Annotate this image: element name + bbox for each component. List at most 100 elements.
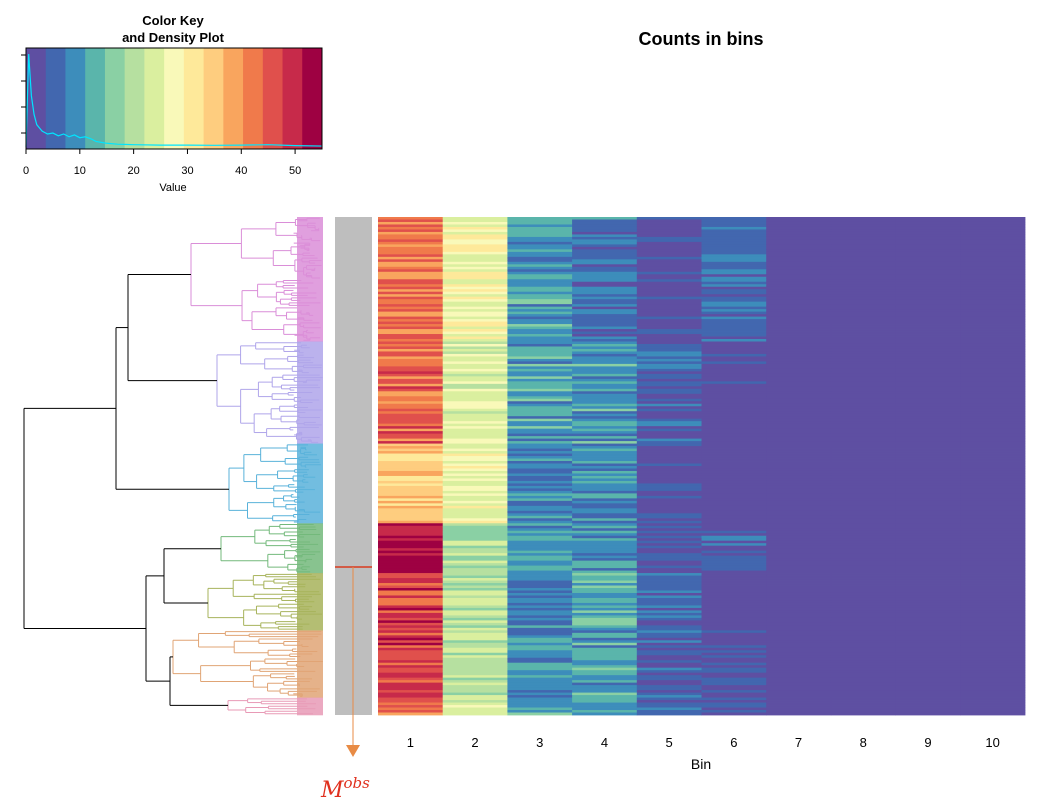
heatmap-cell bbox=[636, 665, 702, 669]
heatmap-cell bbox=[766, 585, 832, 589]
heatmap-cell bbox=[572, 560, 638, 564]
heatmap-cell bbox=[378, 463, 444, 467]
heatmap-cell bbox=[960, 416, 1026, 420]
heatmap-cell bbox=[378, 341, 444, 345]
heatmap-cell bbox=[830, 650, 896, 654]
heatmap-cell bbox=[572, 296, 638, 300]
heatmap-cell bbox=[960, 617, 1026, 621]
heatmap-cell bbox=[378, 590, 444, 594]
heatmap-cell bbox=[378, 488, 444, 492]
heatmap-cell bbox=[572, 615, 638, 619]
heatmap-cell bbox=[378, 520, 444, 524]
heatmap-cell bbox=[572, 627, 638, 631]
heatmap-cell bbox=[442, 672, 508, 676]
heatmap-cell bbox=[572, 605, 638, 609]
heatmap-cell bbox=[636, 274, 702, 278]
heatmap-cell bbox=[766, 284, 832, 288]
heatmap-cell bbox=[701, 276, 767, 280]
heatmap-cell bbox=[572, 368, 638, 372]
heatmap-cell bbox=[572, 324, 638, 327]
heatmap-cell bbox=[442, 326, 508, 330]
heatmap-cell bbox=[895, 358, 961, 362]
heatmap-cell bbox=[766, 256, 832, 260]
heatmap-cell bbox=[636, 401, 702, 405]
heatmap-cell bbox=[507, 391, 573, 395]
heatmap-cell bbox=[507, 281, 573, 285]
heatmap-cell bbox=[378, 378, 444, 382]
heatmap-cell bbox=[378, 316, 444, 320]
color-key-band bbox=[164, 48, 185, 149]
heatmap-xlabel: Bin bbox=[691, 756, 711, 772]
heatmap-cell bbox=[572, 485, 638, 489]
heatmap-cell bbox=[895, 271, 961, 275]
heatmap-cell bbox=[507, 595, 573, 599]
heatmap-cell bbox=[766, 319, 832, 322]
heatmap-cell bbox=[572, 448, 638, 452]
heatmap-cell bbox=[378, 655, 444, 659]
heatmap-cell bbox=[960, 438, 1026, 442]
heatmap-cell bbox=[960, 568, 1026, 571]
heatmap-cell bbox=[378, 416, 444, 420]
heatmap-cell bbox=[442, 503, 508, 507]
heatmap-cell bbox=[507, 311, 573, 315]
heatmap-cell bbox=[766, 353, 832, 357]
heatmap-cell bbox=[572, 446, 638, 449]
heatmap-cell bbox=[830, 493, 896, 497]
heatmap-cell bbox=[701, 314, 767, 317]
heatmap-cell bbox=[507, 249, 573, 253]
heatmap-cell bbox=[960, 563, 1026, 566]
heatmap-cell bbox=[701, 256, 767, 260]
heatmap-cell bbox=[442, 682, 508, 686]
heatmap-cell bbox=[701, 515, 767, 519]
heatmap-cell bbox=[895, 234, 961, 238]
heatmap-cell bbox=[378, 311, 444, 315]
heatmap-cell bbox=[766, 448, 832, 452]
heatmap-cell bbox=[960, 259, 1026, 263]
heatmap-cell bbox=[572, 428, 638, 432]
heatmap-cell bbox=[960, 525, 1026, 529]
heatmap-cell bbox=[830, 508, 896, 512]
heatmap-cell bbox=[572, 595, 638, 599]
heatmap-cell bbox=[507, 329, 573, 332]
heatmap-cell bbox=[636, 508, 702, 512]
heatmap-cell bbox=[636, 705, 702, 708]
heatmap-cell bbox=[442, 513, 508, 517]
heatmap-cell bbox=[895, 518, 961, 522]
heatmap-cell bbox=[701, 697, 767, 701]
heatmap-cell bbox=[572, 433, 638, 437]
heatmap-cell bbox=[636, 336, 702, 340]
heatmap-cell bbox=[442, 565, 508, 569]
heatmap-cell bbox=[442, 339, 508, 342]
heatmap-cell bbox=[701, 291, 767, 295]
heatmap-cell bbox=[701, 401, 767, 405]
heatmap-cell bbox=[766, 573, 832, 576]
heatmap-cell bbox=[636, 296, 702, 300]
heatmap-cell bbox=[895, 301, 961, 305]
heatmap-cell bbox=[442, 294, 508, 298]
heatmap-cell bbox=[507, 456, 573, 459]
heatmap-cell bbox=[507, 401, 573, 405]
heatmap-cell bbox=[766, 299, 832, 303]
heatmap-cell bbox=[766, 543, 832, 547]
heatmap-cell bbox=[766, 515, 832, 519]
heatmap-cell bbox=[636, 406, 702, 410]
heatmap-cell bbox=[378, 266, 444, 270]
heatmap-cell bbox=[636, 259, 702, 263]
heatmap-cell bbox=[378, 306, 444, 310]
heatmap-cell bbox=[507, 334, 573, 337]
heatmap-cell bbox=[895, 264, 961, 268]
heatmap-cell bbox=[507, 625, 573, 629]
heatmap-cell bbox=[507, 271, 573, 275]
heatmap-cell bbox=[507, 466, 573, 469]
heatmap-cell bbox=[442, 448, 508, 452]
heatmap-cell bbox=[507, 490, 573, 494]
heatmap-cell bbox=[442, 710, 508, 713]
heatmap-cell bbox=[895, 217, 961, 220]
heatmap-cell bbox=[960, 630, 1026, 634]
heatmap-cell bbox=[766, 710, 832, 713]
heatmap-cell bbox=[895, 279, 961, 283]
heatmap-cell bbox=[507, 373, 573, 377]
heatmap-cell bbox=[766, 411, 832, 415]
heatmap-cell bbox=[895, 348, 961, 352]
heatmap-cell bbox=[442, 438, 508, 442]
